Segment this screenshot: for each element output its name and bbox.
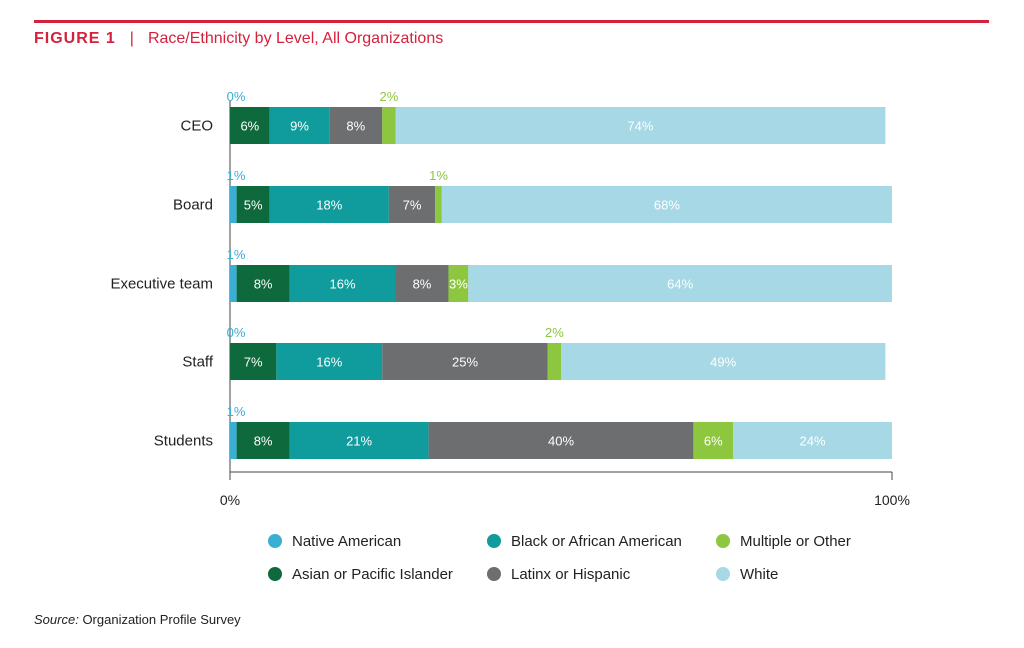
- data-label-black-or-african-american: 18%: [316, 198, 342, 213]
- data-label-white: 74%: [627, 119, 653, 134]
- data-label-asian-or-pacific-islander: 7%: [244, 355, 263, 370]
- legend-swatch-multiple-or-other: [716, 534, 730, 548]
- data-label-native-american: 0%: [227, 89, 246, 104]
- bar-segment-black-or-african-american: [276, 343, 383, 380]
- data-label-latinx-or-hispanic: 40%: [548, 434, 574, 449]
- figure-separator: |: [129, 30, 134, 47]
- source-note: Source: Organization Profile Survey: [34, 612, 241, 627]
- bar-segment-multiple-or-other: [435, 186, 442, 223]
- bar-segment-black-or-african-american: [269, 107, 330, 144]
- bar-segment-asian-or-pacific-islander: [230, 107, 270, 144]
- legend-swatch-native-american: [268, 534, 282, 548]
- bar-segment-native-american: [230, 186, 237, 223]
- data-label-white: 68%: [654, 198, 680, 213]
- data-label-asian-or-pacific-islander: 8%: [254, 277, 273, 292]
- bar-segment-multiple-or-other: [693, 422, 734, 459]
- bar-segment-multiple-or-other: [547, 343, 561, 380]
- data-label-latinx-or-hispanic: 8%: [413, 277, 432, 292]
- category-label-staff: Staff: [182, 354, 213, 371]
- bar-segment-white: [395, 107, 886, 144]
- data-label-multiple-or-other: 6%: [704, 434, 723, 449]
- bar-segment-multiple-or-other: [448, 265, 469, 302]
- legend-label-latinx-or-hispanic: Latinx or Hispanic: [511, 566, 631, 583]
- data-label-native-american: 1%: [227, 404, 246, 419]
- data-label-asian-or-pacific-islander: 6%: [240, 119, 259, 134]
- bar-segment-native-american: [230, 265, 237, 302]
- bar-segment-multiple-or-other: [382, 107, 396, 144]
- bar-segment-asian-or-pacific-islander: [236, 186, 270, 223]
- bar-segment-white: [561, 343, 886, 380]
- source-label: Source:: [34, 612, 79, 627]
- data-label-asian-or-pacific-islander: 5%: [244, 198, 263, 213]
- legend-label-black-or-african-american: Black or African American: [511, 533, 682, 550]
- data-label-white: 24%: [800, 434, 826, 449]
- data-label-multiple-or-other: 1%: [429, 168, 448, 183]
- x-tick-label: 0%: [220, 492, 240, 508]
- data-label-latinx-or-hispanic: 8%: [346, 119, 365, 134]
- bar-segment-asian-or-pacific-islander: [236, 422, 290, 459]
- source-text: Organization Profile Survey: [82, 612, 241, 627]
- bar-segment-latinx-or-hispanic: [382, 343, 548, 380]
- bar-segment-asian-or-pacific-islander: [230, 343, 277, 380]
- bar-segment-black-or-african-american: [289, 422, 429, 459]
- figure-label: FIGURE 1: [34, 30, 116, 47]
- figure-title: Race/Ethnicity by Level, All Organizatio…: [147, 30, 444, 47]
- data-label-latinx-or-hispanic: 7%: [403, 198, 422, 213]
- bar-segment-white: [733, 422, 892, 459]
- bar-segment-latinx-or-hispanic: [329, 107, 383, 144]
- bar-segment-latinx-or-hispanic: [395, 265, 449, 302]
- data-label-native-american: 1%: [227, 168, 246, 183]
- category-label-students: Students: [154, 433, 213, 450]
- data-label-black-or-african-american: 16%: [330, 277, 356, 292]
- legend-label-multiple-or-other: Multiple or Other: [740, 533, 851, 550]
- bar-segment-white: [441, 186, 892, 223]
- data-label-native-american: 1%: [227, 247, 246, 262]
- bar-segment-asian-or-pacific-islander: [236, 265, 290, 302]
- x-tick-label: 100%: [874, 492, 910, 508]
- bar-segment-latinx-or-hispanic: [428, 422, 694, 459]
- legend-swatch-white: [716, 567, 730, 581]
- bar-segment-black-or-african-american: [269, 186, 389, 223]
- data-label-asian-or-pacific-islander: 8%: [254, 434, 273, 449]
- category-label-board: Board: [173, 197, 213, 214]
- data-label-black-or-african-american: 21%: [346, 434, 372, 449]
- category-label-executive-team: Executive team: [110, 276, 213, 293]
- bar-segment-native-american: [230, 422, 237, 459]
- legend-swatch-black-or-african-american: [487, 534, 501, 548]
- bar-segment-black-or-african-american: [289, 265, 396, 302]
- legend-swatch-asian-or-pacific-islander: [268, 567, 282, 581]
- data-label-native-american: 0%: [227, 325, 246, 340]
- data-label-multiple-or-other: 2%: [545, 325, 564, 340]
- data-label-multiple-or-other: 2%: [379, 89, 398, 104]
- legend-label-asian-or-pacific-islander: Asian or Pacific Islander: [292, 566, 453, 583]
- data-label-white: 49%: [710, 355, 736, 370]
- bar-segment-latinx-or-hispanic: [388, 186, 436, 223]
- top-rule: [34, 20, 989, 23]
- data-label-multiple-or-other: 3%: [449, 277, 468, 292]
- legend-label-white: White: [740, 566, 778, 583]
- data-label-black-or-african-american: 9%: [290, 119, 309, 134]
- figure-header: FIGURE 1 | Race/Ethnicity by Level, All Or…: [34, 30, 443, 48]
- bar-segment-white: [468, 265, 892, 302]
- legend-swatch-latinx-or-hispanic: [487, 567, 501, 581]
- data-label-white: 64%: [667, 277, 693, 292]
- data-label-latinx-or-hispanic: 25%: [452, 355, 478, 370]
- data-label-black-or-african-american: 16%: [316, 355, 342, 370]
- legend-label-native-american: Native American: [292, 533, 401, 550]
- category-label-ceo: CEO: [180, 118, 213, 135]
